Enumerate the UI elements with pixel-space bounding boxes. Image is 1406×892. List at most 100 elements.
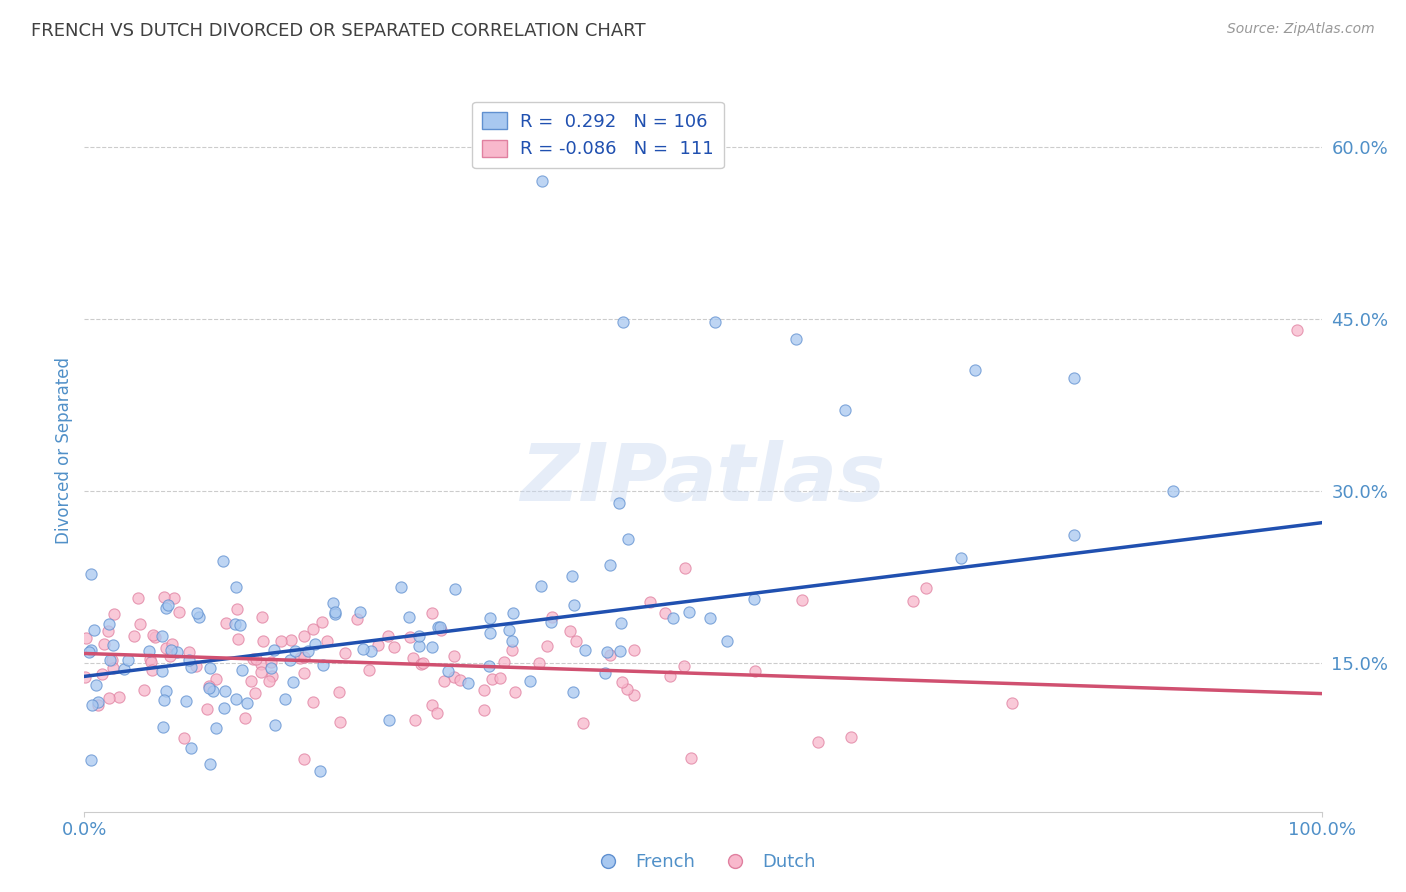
Point — [139, 655, 162, 669]
Point — [449, 673, 471, 687]
Point — [93, 637, 115, 651]
Point — [242, 651, 264, 665]
Point — [264, 718, 287, 732]
Point — [156, 598, 179, 612]
Point — [574, 643, 596, 657]
Point — [502, 606, 524, 620]
Point — [426, 619, 449, 633]
Point — [163, 591, 186, 605]
Point — [457, 676, 479, 690]
Point — [1001, 696, 1024, 710]
Point — [841, 730, 863, 744]
Point — [1161, 483, 1184, 498]
Point — [965, 363, 987, 377]
Point — [201, 684, 224, 698]
Point — [530, 579, 553, 593]
Point — [278, 653, 301, 667]
Legend: French, Dutch: French, Dutch — [583, 847, 823, 879]
Point — [360, 644, 382, 658]
Point — [214, 683, 236, 698]
Point — [704, 315, 727, 329]
Point — [901, 594, 924, 608]
Point — [678, 605, 700, 619]
Point — [80, 698, 103, 712]
Point — [429, 620, 451, 634]
Point — [195, 702, 218, 716]
Point — [225, 692, 247, 706]
Point — [160, 643, 183, 657]
Point — [610, 674, 633, 689]
Point — [408, 629, 430, 643]
Point — [73, 669, 96, 683]
Legend: R =  0.292   N = 106, R = -0.086   N =  111: R = 0.292 N = 106, R = -0.086 N = 111 — [472, 102, 724, 169]
Point — [159, 648, 181, 663]
Point — [173, 731, 195, 745]
Point — [198, 679, 221, 693]
Point — [215, 616, 238, 631]
Point — [437, 664, 460, 678]
Point — [501, 634, 523, 648]
Point — [108, 690, 131, 704]
Point — [101, 661, 124, 675]
Point — [80, 567, 103, 582]
Point — [519, 673, 541, 688]
Point — [536, 639, 558, 653]
Point — [488, 672, 510, 686]
Point — [226, 632, 249, 646]
Point — [257, 674, 280, 689]
Point — [103, 638, 125, 652]
Point — [399, 630, 422, 644]
Point — [143, 630, 166, 644]
Point — [77, 645, 100, 659]
Point — [673, 561, 696, 575]
Text: Source: ZipAtlas.com: Source: ZipAtlas.com — [1227, 22, 1375, 37]
Point — [274, 692, 297, 706]
Point — [623, 688, 645, 702]
Point — [180, 660, 202, 674]
Point — [250, 665, 273, 680]
Point — [225, 602, 247, 616]
Point — [593, 665, 616, 680]
Point — [662, 610, 685, 624]
Point — [420, 607, 443, 621]
Point — [98, 653, 121, 667]
Point — [654, 606, 676, 620]
Point — [540, 615, 562, 629]
Point — [292, 752, 315, 766]
Point — [179, 645, 201, 659]
Point — [252, 634, 274, 648]
Point — [420, 698, 443, 712]
Point — [260, 656, 283, 670]
Point — [599, 558, 621, 572]
Point — [97, 624, 120, 639]
Point — [673, 659, 696, 673]
Point — [564, 633, 586, 648]
Point — [623, 643, 645, 657]
Point — [349, 605, 371, 619]
Point — [367, 638, 389, 652]
Point — [443, 649, 465, 664]
Point — [443, 670, 465, 684]
Point — [139, 652, 162, 666]
Point — [359, 663, 381, 677]
Point — [186, 659, 208, 673]
Point — [233, 711, 256, 725]
Point — [329, 714, 352, 729]
Point — [211, 554, 233, 568]
Point — [153, 590, 176, 604]
Point — [312, 658, 335, 673]
Point — [315, 634, 337, 648]
Point — [478, 658, 501, 673]
Point — [292, 650, 315, 665]
Point — [284, 643, 307, 657]
Point — [122, 629, 145, 643]
Point — [430, 624, 453, 638]
Point — [245, 651, 267, 665]
Point — [75, 632, 97, 646]
Point — [260, 660, 283, 674]
Point — [531, 174, 554, 188]
Point — [744, 664, 766, 678]
Point — [198, 661, 221, 675]
Point — [129, 617, 152, 632]
Point — [200, 756, 222, 771]
